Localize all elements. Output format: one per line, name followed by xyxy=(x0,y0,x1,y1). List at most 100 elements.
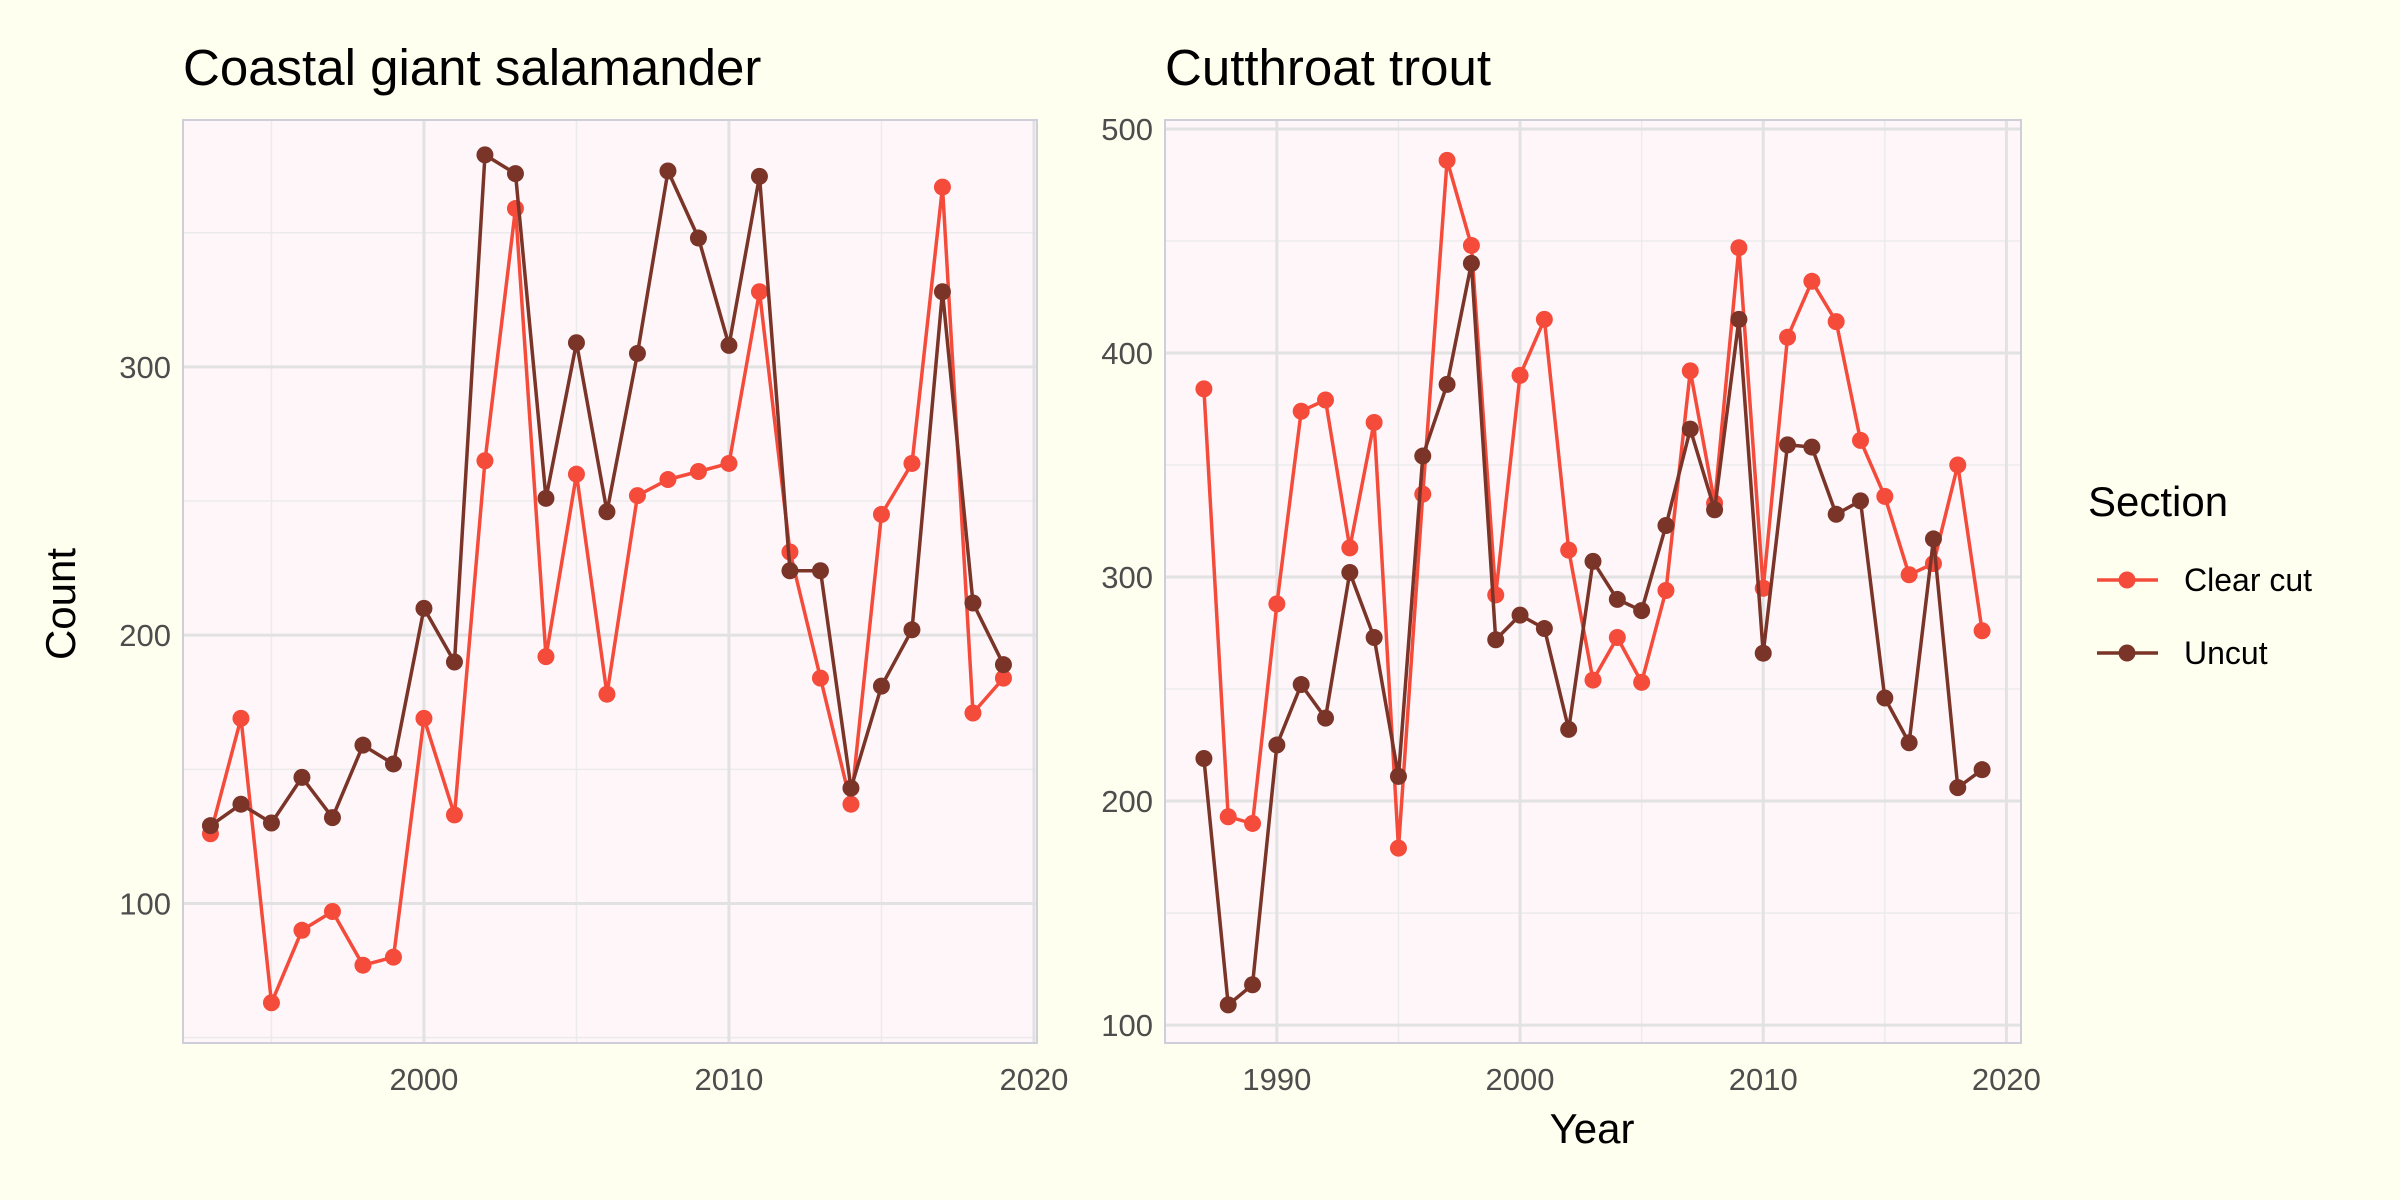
y-tick-label: 100 xyxy=(1101,1008,1153,1043)
data-point xyxy=(415,599,433,617)
legend-item: Uncut xyxy=(2097,635,2268,671)
y-tick-label: 300 xyxy=(119,350,171,385)
data-point xyxy=(933,283,951,301)
data-point xyxy=(750,167,768,185)
y-tick-label: 500 xyxy=(1101,112,1153,147)
data-point xyxy=(1438,151,1456,169)
data-point xyxy=(1244,814,1262,832)
data-point xyxy=(1973,761,1991,779)
data-point xyxy=(689,229,707,247)
data-point xyxy=(1292,676,1310,694)
data-point xyxy=(750,283,768,301)
data-point xyxy=(1560,541,1578,559)
data-point xyxy=(1681,420,1699,438)
x-tick-label: 2020 xyxy=(1972,1062,2041,1097)
x-tick-label: 2020 xyxy=(999,1062,1068,1097)
data-point xyxy=(1462,254,1480,272)
data-point xyxy=(1511,606,1529,624)
data-point xyxy=(1535,310,1553,328)
data-point xyxy=(872,505,890,523)
data-point xyxy=(415,709,433,727)
data-point xyxy=(1949,779,1967,797)
data-point xyxy=(1852,431,1869,449)
panel-trout: 1990 2000 2010 2020 100 200 300 400 500 Cutthroat… xyxy=(1101,39,2041,1097)
data-point xyxy=(1633,673,1651,691)
data-point xyxy=(445,653,463,671)
data-point xyxy=(628,487,646,505)
data-point xyxy=(1487,586,1505,604)
data-point xyxy=(1608,629,1626,647)
data-point xyxy=(903,621,921,639)
y-tick-label: 200 xyxy=(119,618,171,653)
panel-border xyxy=(1164,119,2022,1044)
data-point xyxy=(1584,552,1602,570)
data-point xyxy=(659,471,677,489)
y-tick-label: 400 xyxy=(1101,336,1153,371)
data-point xyxy=(781,562,799,580)
data-point xyxy=(1341,564,1359,582)
data-point xyxy=(293,768,311,786)
data-point xyxy=(262,814,280,832)
data-point xyxy=(567,465,585,483)
data-point xyxy=(567,334,585,352)
legend-item: Clear cut xyxy=(2097,562,2312,598)
data-point xyxy=(811,669,829,687)
plot-background xyxy=(1165,120,2021,1043)
y-tick-label: 300 xyxy=(1101,560,1153,595)
data-point xyxy=(842,795,860,813)
data-point xyxy=(323,903,341,921)
data-point xyxy=(1852,492,1869,510)
data-point xyxy=(1827,505,1845,523)
data-point xyxy=(1389,767,1407,785)
plot-background xyxy=(183,120,1037,1043)
data-point xyxy=(1657,581,1675,599)
data-point xyxy=(1803,272,1821,290)
data-point xyxy=(384,755,402,773)
legend: Section Clear cut Uncut xyxy=(2088,478,2312,671)
data-point xyxy=(628,344,646,362)
legend-key-point xyxy=(2118,644,2136,662)
data-point xyxy=(537,648,555,666)
data-point xyxy=(1511,366,1529,384)
data-point xyxy=(1487,631,1505,649)
data-point xyxy=(1292,402,1310,420)
data-point xyxy=(903,454,921,472)
data-point xyxy=(1268,595,1286,613)
data-point xyxy=(445,806,463,824)
data-point xyxy=(232,709,250,727)
x-tick-label: 2010 xyxy=(694,1062,763,1097)
data-point xyxy=(1730,239,1748,257)
data-point xyxy=(1876,487,1894,505)
data-point xyxy=(842,779,860,797)
data-point xyxy=(476,452,494,470)
x-axis-title: Year xyxy=(1550,1105,1635,1152)
data-point xyxy=(1779,436,1797,454)
data-point xyxy=(1195,749,1213,767)
data-point xyxy=(1560,720,1578,738)
data-point xyxy=(1414,485,1432,503)
data-point xyxy=(1900,566,1918,584)
data-point xyxy=(1244,976,1262,994)
data-point xyxy=(811,562,829,580)
x-tick-label: 2010 xyxy=(1729,1062,1798,1097)
data-point xyxy=(1389,839,1407,857)
data-point xyxy=(1900,734,1918,752)
data-point xyxy=(1803,438,1821,456)
data-point xyxy=(872,677,890,695)
x-tick-label: 2000 xyxy=(1486,1062,1555,1097)
data-point xyxy=(1219,808,1237,826)
data-point xyxy=(1365,413,1383,431)
data-point xyxy=(1973,622,1991,640)
data-point xyxy=(1949,456,1967,474)
data-point xyxy=(933,178,951,196)
data-point xyxy=(1779,328,1797,346)
data-point xyxy=(1681,362,1699,380)
data-point xyxy=(720,454,738,472)
data-point xyxy=(1584,671,1602,689)
data-point xyxy=(1730,310,1748,328)
data-point xyxy=(994,656,1012,674)
data-point xyxy=(1462,236,1480,254)
data-point xyxy=(1657,516,1675,534)
legend-label: Clear cut xyxy=(2184,562,2312,598)
